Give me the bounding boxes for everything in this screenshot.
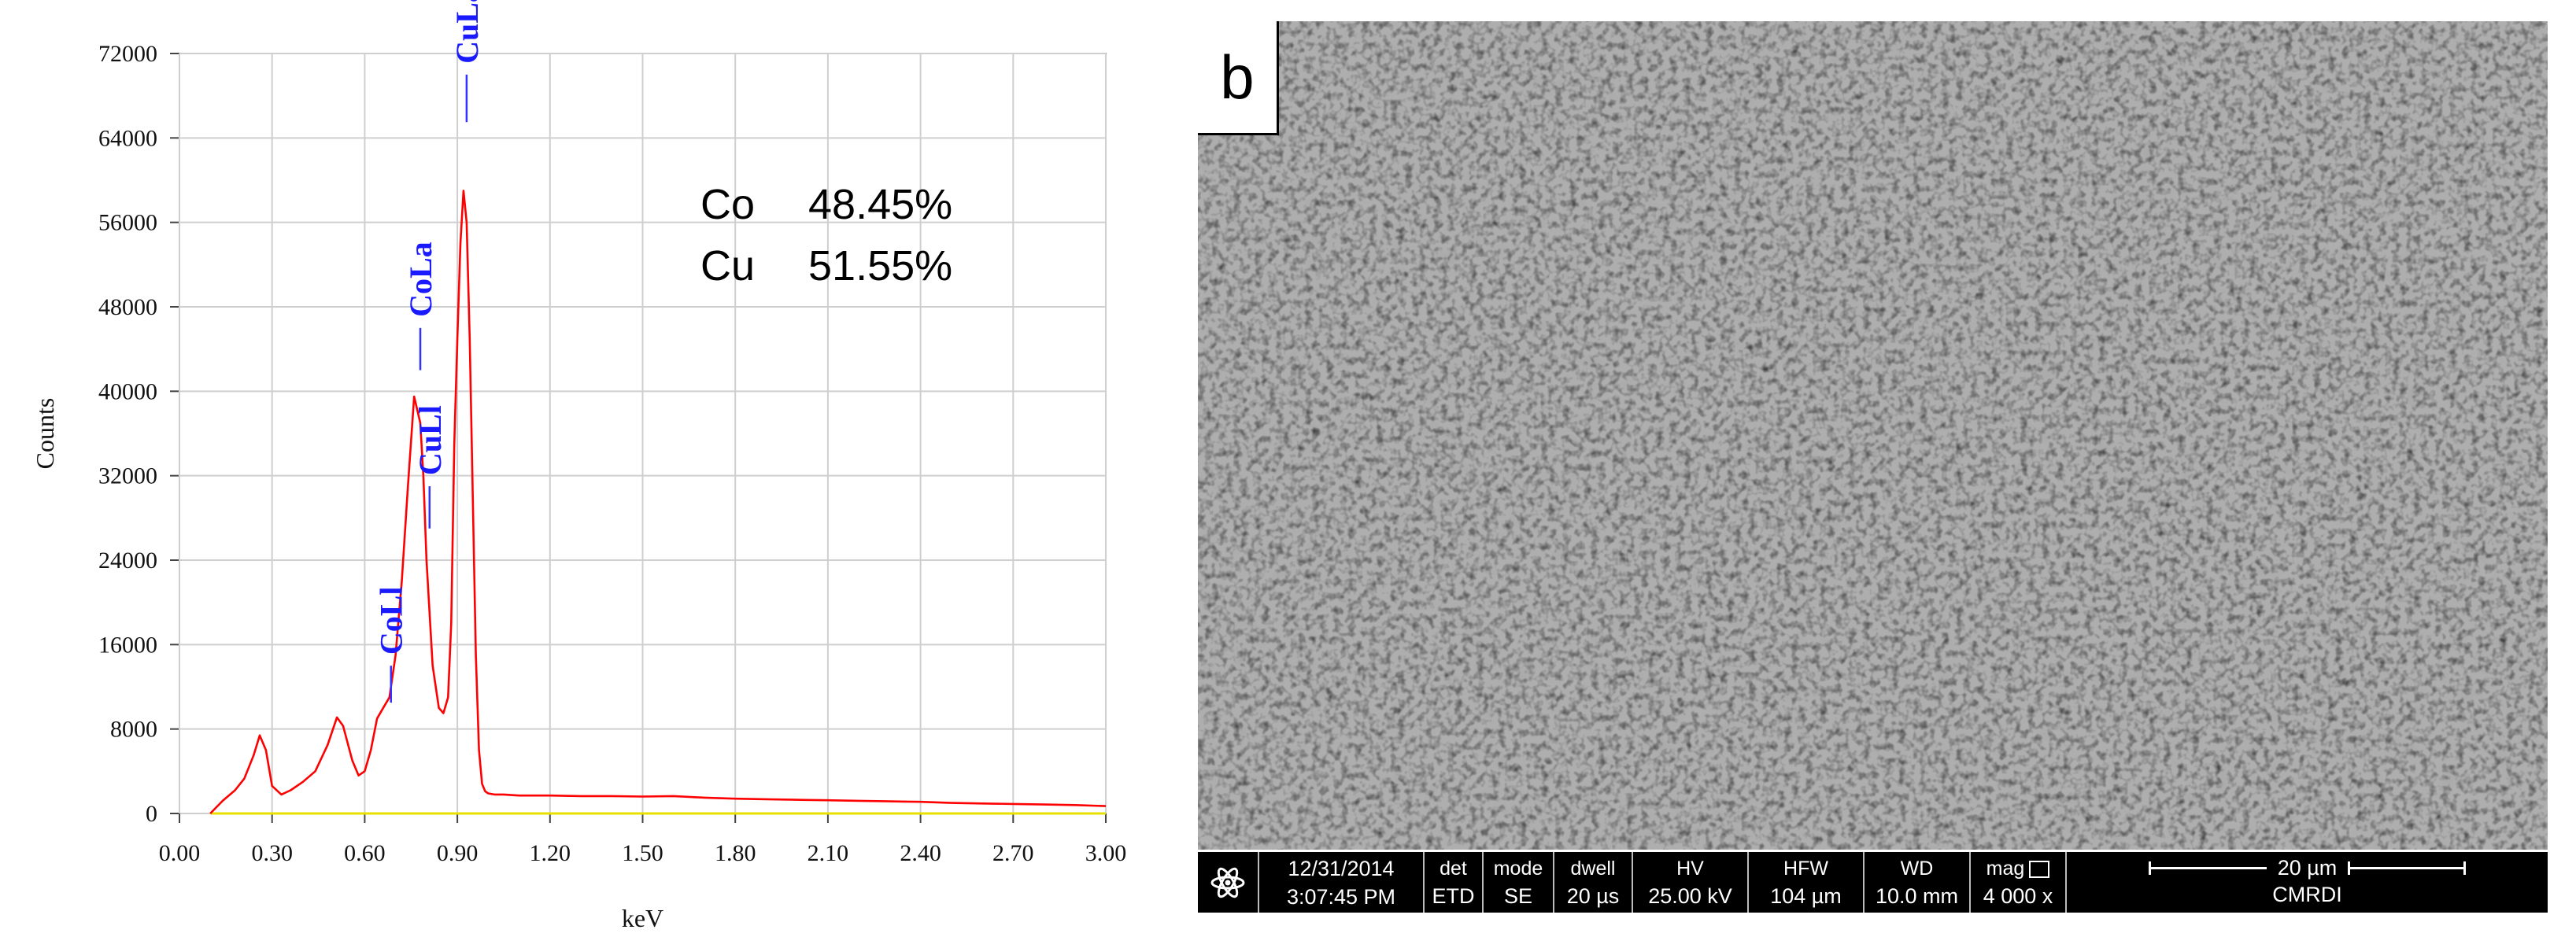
x-tick-label: 1.50 <box>622 840 663 866</box>
info-wd-label: WD <box>1900 857 1934 880</box>
x-tick-label: 1.80 <box>715 840 756 866</box>
peak-markers: CoLl CuLl CoLa CuLa <box>374 0 485 703</box>
sem-info-bar: 12/31/2014 3:07:45 PM det ETD mode SE dw… <box>1198 850 2548 913</box>
y-axis-title: Counts <box>31 398 59 470</box>
y-tick-label: 8000 <box>110 717 157 743</box>
composition-element-cu: Cu <box>700 242 755 290</box>
info-hv-label: HV <box>1676 857 1704 880</box>
y-tick-label: 64000 <box>98 125 157 151</box>
x-tick-label: 3.00 <box>1085 840 1127 866</box>
x-tick-label: 2.10 <box>808 840 849 866</box>
info-mode-value: SE <box>1503 883 1533 908</box>
panel-letter: b <box>1220 42 1255 112</box>
x-tick-label: 2.70 <box>992 840 1034 866</box>
info-hfw-label: HFW <box>1783 857 1828 880</box>
sem-micrograph-panel: b 12/31/2014 3:07:45 PM det ETD mode SE <box>1198 21 2548 913</box>
info-date: 12/31/2014 <box>1288 856 1395 880</box>
mag-box-icon <box>2029 860 2050 878</box>
sem-micrograph-image <box>1198 21 2548 850</box>
x-tick-label: 1.20 <box>530 840 571 866</box>
info-mag: mag 4 000 x <box>1971 852 2067 913</box>
panel-letter-box: b <box>1198 21 1279 135</box>
info-dwell: dwell 20 µs <box>1554 852 1633 913</box>
y-tick-label: 56000 <box>98 210 157 236</box>
peak-label: CoLl <box>374 586 409 655</box>
info-dwell-label: dwell <box>1570 857 1616 880</box>
info-dwell-value: 20 µs <box>1566 883 1620 908</box>
peak-label: CuLa <box>449 0 485 64</box>
scale-bar-right-line <box>2348 861 2467 875</box>
info-mag-label: mag <box>1986 857 2025 880</box>
y-tick-label: 48000 <box>98 294 157 320</box>
composition-table: Co 48.45% Cu 51.55% <box>700 181 952 290</box>
eds-spectrum-chart: 0 8000 16000 24000 32000 40000 48000 56000 64000… <box>31 0 1127 932</box>
instrument-logo-icon <box>1198 852 1259 913</box>
composition-value-cu: 51.55% <box>808 242 952 290</box>
info-hv-value: 25.00 kV <box>1648 883 1732 908</box>
y-tick-label: 72000 <box>98 41 157 67</box>
info-time: 3:07:45 PM <box>1286 884 1396 909</box>
y-tick-label: 32000 <box>98 463 157 489</box>
info-mode-label: mode <box>1493 857 1543 880</box>
scale-bar: 20 µm <box>2148 856 2467 880</box>
info-det-label: det <box>1440 857 1467 880</box>
x-tick-label: 0.30 <box>251 840 293 866</box>
info-institution: CMRDI <box>2272 883 2342 906</box>
spectrum-line <box>209 190 1107 814</box>
info-date-time: 12/31/2014 3:07:45 PM <box>1259 852 1425 913</box>
info-mag-value: 4 000 x <box>1983 883 2053 908</box>
y-tick-label: 16000 <box>98 632 157 658</box>
info-wd-value: 10.0 mm <box>1875 883 1959 908</box>
scale-bar-label: 20 µm <box>2277 856 2338 880</box>
eds-chart-panel: 0 8000 16000 24000 32000 40000 48000 56000 64000… <box>0 0 1133 948</box>
x-tick-label: 2.40 <box>900 840 941 866</box>
x-tick-label: 0.90 <box>437 840 479 866</box>
info-wd: WD 10.0 mm <box>1865 852 1971 913</box>
scale-bar-left-line <box>2148 861 2267 875</box>
info-hfw: HFW 104 µm <box>1749 852 1865 913</box>
x-tick-label: 0.60 <box>344 840 386 866</box>
peak-label: CuLl <box>412 405 448 475</box>
info-detector: det ETD <box>1425 852 1484 913</box>
info-hfw-value: 104 µm <box>1770 883 1842 908</box>
y-tick-label: 40000 <box>98 378 157 404</box>
series-group <box>209 190 1107 815</box>
composition-element-co: Co <box>700 181 755 228</box>
info-mode: mode SE <box>1484 852 1554 913</box>
info-hv: HV 25.00 kV <box>1633 852 1749 913</box>
peak-label: CoLa <box>403 242 438 317</box>
info-scale: 20 µm CMRDI <box>2067 852 2548 913</box>
y-tick-label: 24000 <box>98 548 157 574</box>
y-tick-label: 0 <box>146 801 157 827</box>
x-tick-label: 0.00 <box>159 840 201 866</box>
composition-value-co: 48.45% <box>808 181 952 228</box>
x-axis-title: keV <box>622 904 663 932</box>
x-tick-labels: 0.00 0.30 0.60 0.90 1.20 1.50 1.80 2.10 2.40 2.70… <box>159 840 1127 866</box>
y-tick-labels: 0 8000 16000 24000 32000 40000 48000 56000 64000… <box>98 41 157 827</box>
info-det-value: ETD <box>1432 883 1475 908</box>
